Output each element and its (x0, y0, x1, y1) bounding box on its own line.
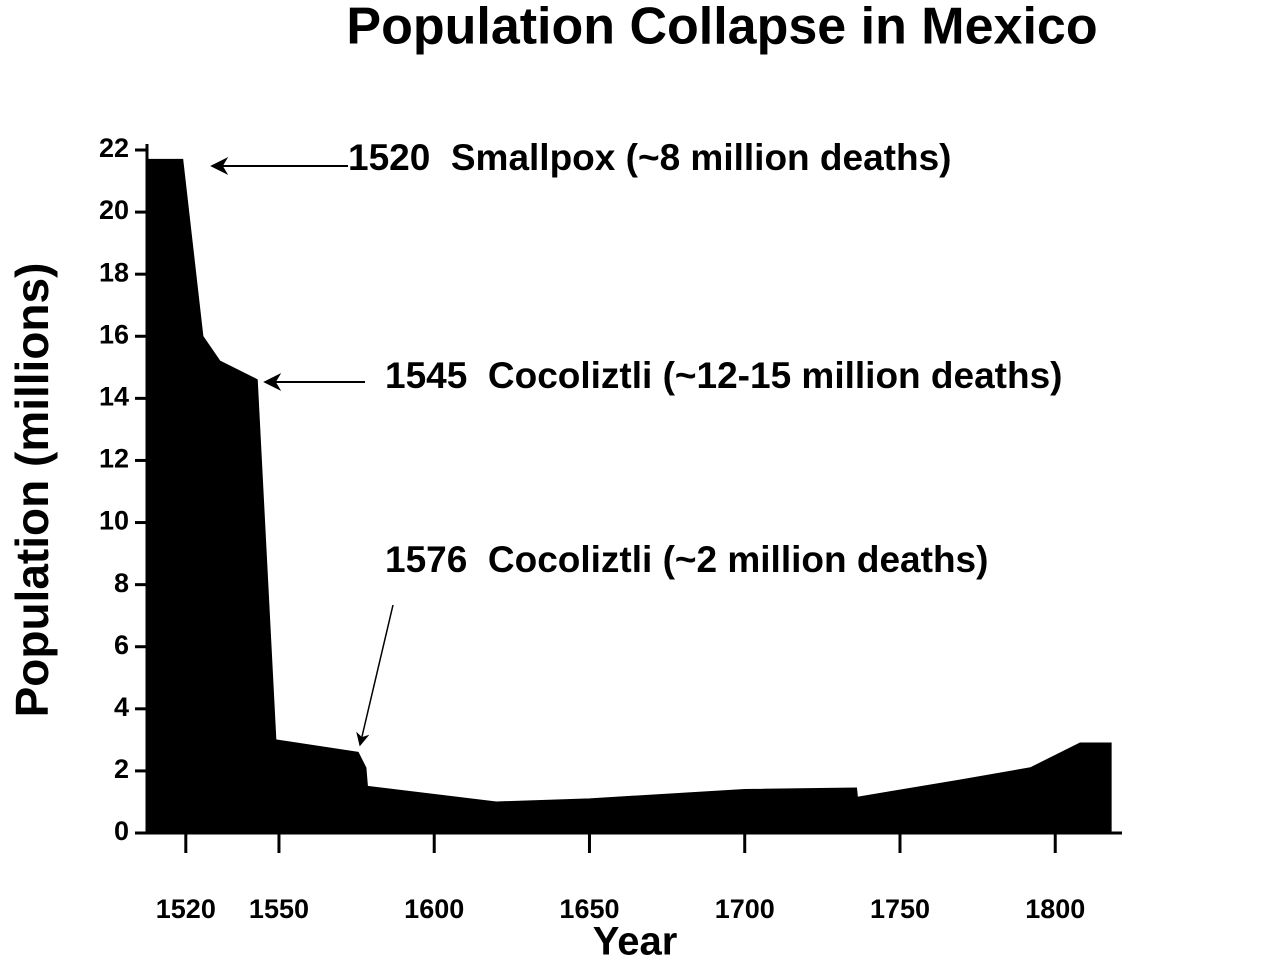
y-tick-label: 20 (99, 195, 129, 225)
x-tick-label: 1550 (249, 894, 309, 924)
chart-title: Population Collapse in Mexico (346, 0, 1097, 56)
x-tick-label: 1650 (559, 894, 619, 924)
y-tick-label: 14 (99, 381, 129, 411)
annotation: 1545 Cocoliztli (~12-15 million deaths) (385, 355, 1063, 396)
y-tick-label: 8 (114, 568, 129, 598)
x-tick-label: 1700 (715, 894, 775, 924)
x-tick-label: 1750 (870, 894, 930, 924)
y-tick-label: 10 (99, 506, 129, 536)
x-tick-label: 1600 (404, 894, 464, 924)
x-tick-label: 1520 (156, 894, 216, 924)
y-tick-label: 0 (114, 816, 129, 846)
y-tick-label: 18 (99, 257, 129, 287)
y-tick-label: 22 (99, 133, 129, 163)
annotation: 1520 Smallpox (~8 million deaths) (348, 137, 952, 178)
y-tick-label: 6 (114, 630, 129, 660)
x-axis-label: Year (593, 920, 678, 960)
y-tick-label: 12 (99, 444, 129, 474)
area (148, 158, 1112, 834)
y-tick-label: 4 (114, 692, 129, 722)
y-tick-label: 2 (114, 754, 129, 784)
annotation: 1576 Cocoliztli (~2 million deaths) (385, 539, 988, 580)
y-tick-label: 16 (99, 319, 129, 349)
x-tick-label: 1800 (1025, 894, 1085, 924)
annotation-arrow (356, 604, 394, 747)
y-axis-label: Population (millions) (6, 263, 58, 718)
